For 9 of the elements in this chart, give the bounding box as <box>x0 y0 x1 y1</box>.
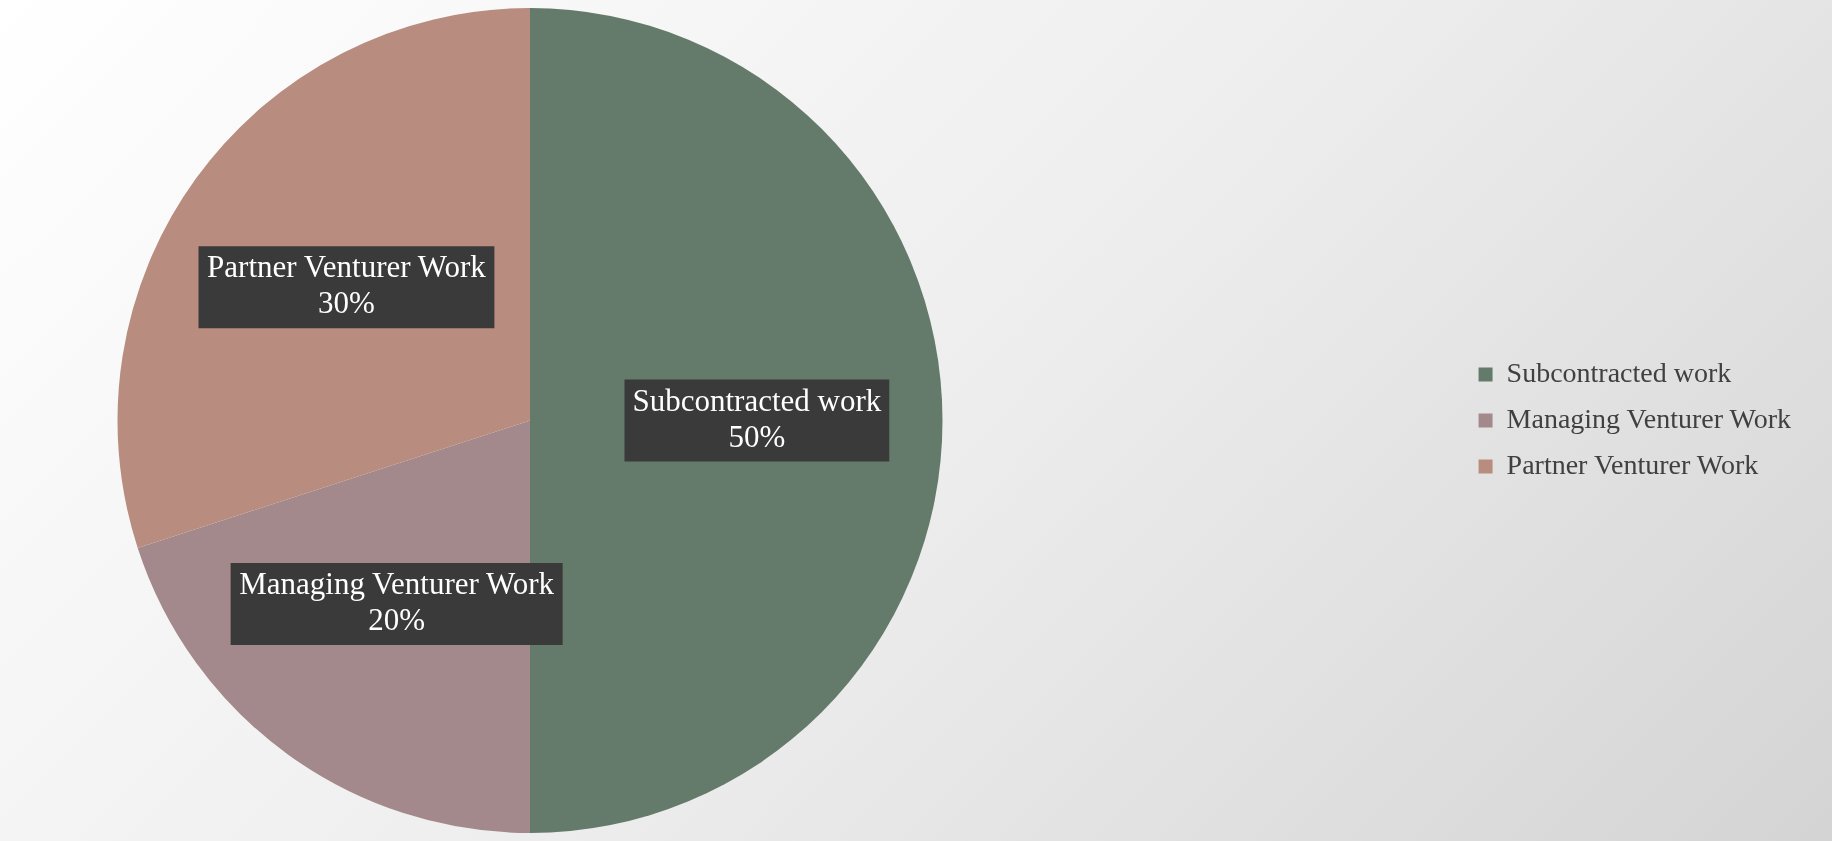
slice-label: Subcontracted work <box>632 382 882 418</box>
slice-label: Partner Venturer Work <box>207 249 487 285</box>
data-label: 50% <box>728 418 786 454</box>
legend-label: Partner Venturer Work <box>1506 448 1759 480</box>
legend-label: Subcontracted work <box>1506 356 1732 388</box>
data-label: 30% <box>318 285 375 321</box>
data-label: 20% <box>368 602 426 638</box>
legend-label: Managing Venturer Work <box>1506 402 1791 434</box>
slice-label: Managing Venturer Work <box>239 566 555 602</box>
